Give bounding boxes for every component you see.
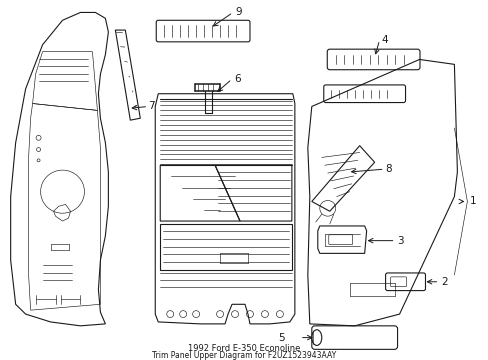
Text: 9: 9 bbox=[235, 8, 241, 17]
Text: 5: 5 bbox=[278, 333, 285, 343]
Text: Trim Panel Upper Diagram for F2UZ1523943AAY: Trim Panel Upper Diagram for F2UZ1523943… bbox=[152, 351, 335, 360]
Text: 1: 1 bbox=[468, 197, 475, 207]
Text: 3: 3 bbox=[397, 236, 404, 246]
Text: 1992 Ford E-350 Econoline: 1992 Ford E-350 Econoline bbox=[187, 344, 300, 353]
Text: 6: 6 bbox=[234, 74, 240, 84]
Text: 4: 4 bbox=[381, 35, 387, 45]
Text: 7: 7 bbox=[148, 102, 155, 112]
Text: 8: 8 bbox=[385, 164, 391, 174]
Text: 2: 2 bbox=[441, 277, 447, 287]
